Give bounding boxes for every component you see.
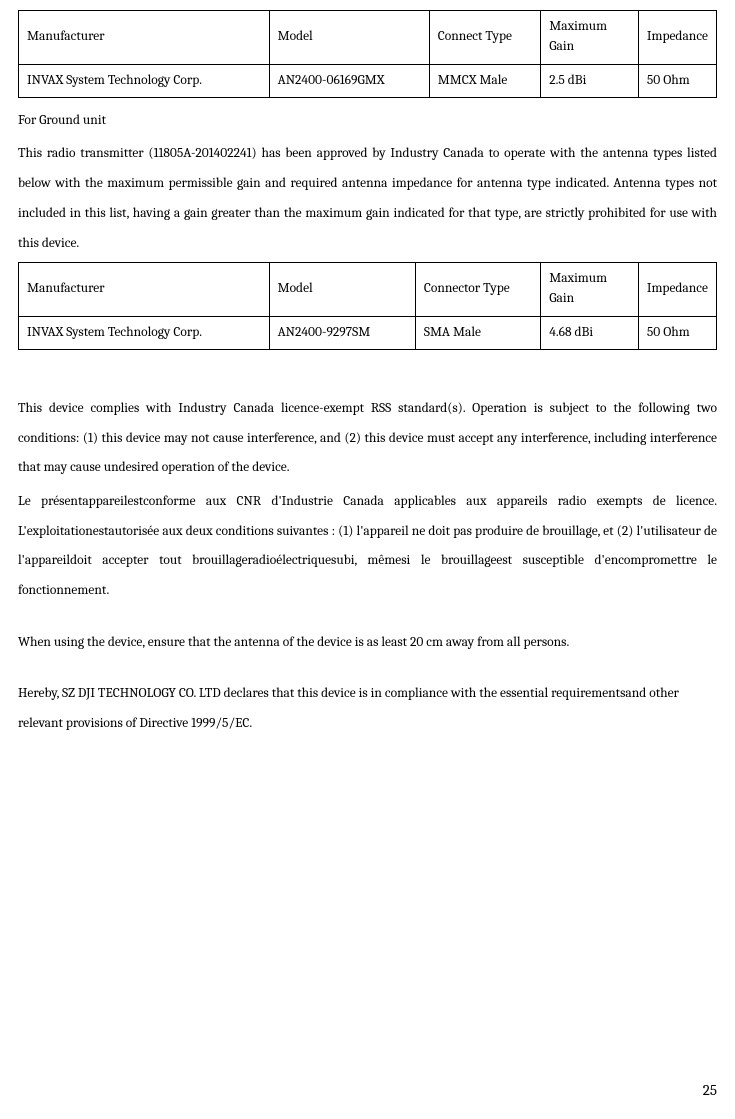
table-cell-model: AN2400-9297SM — [269, 316, 415, 349]
table-header-model: Model — [269, 11, 429, 65]
antenna-table-1: Manufacturer Model Connect Type Maximum … — [18, 10, 717, 98]
table-cell-impedance: 50 Ohm — [638, 64, 716, 97]
table-cell-connect-type: MMCX Male — [429, 64, 540, 97]
table-row: INVAX System Technology Corp. AN2400-929… — [19, 316, 717, 349]
table-cell-manufacturer: INVAX System Technology Corp. — [19, 316, 270, 349]
table-cell-impedance: 50 Ohm — [638, 316, 716, 349]
page-number: 25 — [703, 1081, 717, 1099]
table-header-manufacturer: Manufacturer — [19, 263, 270, 317]
table-cell-model: AN2400-06169GMX — [269, 64, 429, 97]
document-page: Manufacturer Model Connect Type Maximum … — [0, 0, 735, 1119]
table-row: Manufacturer Model Connect Type Maximum … — [19, 11, 717, 65]
antenna-distance-text: When using the device, ensure that the a… — [18, 628, 717, 658]
table-row: Manufacturer Model Connector Type Maximu… — [19, 263, 717, 317]
table-cell-manufacturer: INVAX System Technology Corp. — [19, 64, 270, 97]
table-header-connector-type: Connector Type — [415, 263, 540, 317]
ground-unit-label: For Ground unit — [18, 106, 717, 136]
directive-compliance-text: Hereby, SZ DJI TECHNOLOGY CO. LTD declar… — [18, 679, 717, 738]
spacer — [18, 610, 717, 628]
table-header-impedance: Impedance — [638, 11, 716, 65]
table-header-max-gain: Maximum Gain — [541, 263, 639, 317]
table-row: INVAX System Technology Corp. AN2400-061… — [19, 64, 717, 97]
table-header-max-gain: Maximum Gain — [541, 11, 639, 65]
spacer — [18, 358, 717, 394]
transmitter-approval-text: This radio transmitter (11805A-201402241… — [18, 139, 717, 258]
table-header-manufacturer: Manufacturer — [19, 11, 270, 65]
compliance-english-text: This device complies with Industry Canad… — [18, 394, 717, 483]
table-cell-max-gain: 2.5 dBi — [541, 64, 639, 97]
compliance-french-text: Le présentappareilestconforme aux CNR d'… — [18, 487, 717, 606]
table-header-connect-type: Connect Type — [429, 11, 540, 65]
table-cell-connector-type: SMA Male — [415, 316, 540, 349]
antenna-table-2: Manufacturer Model Connector Type Maximu… — [18, 262, 717, 350]
table-header-model: Model — [269, 263, 415, 317]
spacer — [18, 661, 717, 679]
table-header-impedance: Impedance — [638, 263, 716, 317]
table-cell-max-gain: 4.68 dBi — [541, 316, 639, 349]
